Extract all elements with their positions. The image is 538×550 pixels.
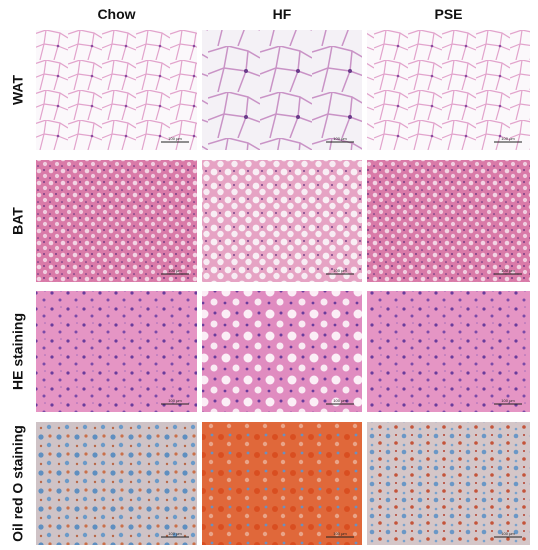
scale-bar-label: 100 μm — [168, 398, 182, 403]
micrograph — [202, 291, 362, 412]
column-header: HF — [273, 6, 292, 22]
micrograph — [202, 422, 362, 545]
column-header: PSE — [434, 6, 462, 22]
micrograph — [202, 160, 362, 282]
micrograph — [36, 422, 197, 545]
scale-bar-label: 100 μm — [501, 136, 515, 141]
micrograph — [367, 291, 530, 412]
scale-bar-label: 100 μm — [333, 398, 347, 403]
row-label: Oil red O staining — [10, 425, 26, 542]
micrograph — [202, 30, 362, 150]
micrograph — [367, 160, 530, 282]
row-label: BAT — [10, 207, 26, 235]
micrograph — [36, 160, 197, 282]
scale-bar-label: 100 μm — [501, 531, 515, 536]
scale-bar-label: 100 μm — [501, 268, 515, 273]
micrograph — [367, 30, 530, 150]
scale-bar-label: 100 μm — [168, 268, 182, 273]
micrograph — [36, 30, 197, 150]
micrograph — [367, 422, 530, 545]
scale-bar-label: 100 μm — [333, 268, 347, 273]
scale-bar-label: 100 μm — [333, 531, 347, 536]
row-label: WAT — [10, 75, 26, 106]
scale-bar-label: 100 μm — [168, 136, 182, 141]
scale-bar-label: 100 μm — [168, 531, 182, 536]
column-header: Chow — [97, 6, 135, 22]
micrograph — [36, 291, 197, 412]
scale-bar-label: 100 μm — [501, 398, 515, 403]
row-label: HE staining — [10, 313, 26, 390]
scale-bar-label: 100 μm — [333, 136, 347, 141]
